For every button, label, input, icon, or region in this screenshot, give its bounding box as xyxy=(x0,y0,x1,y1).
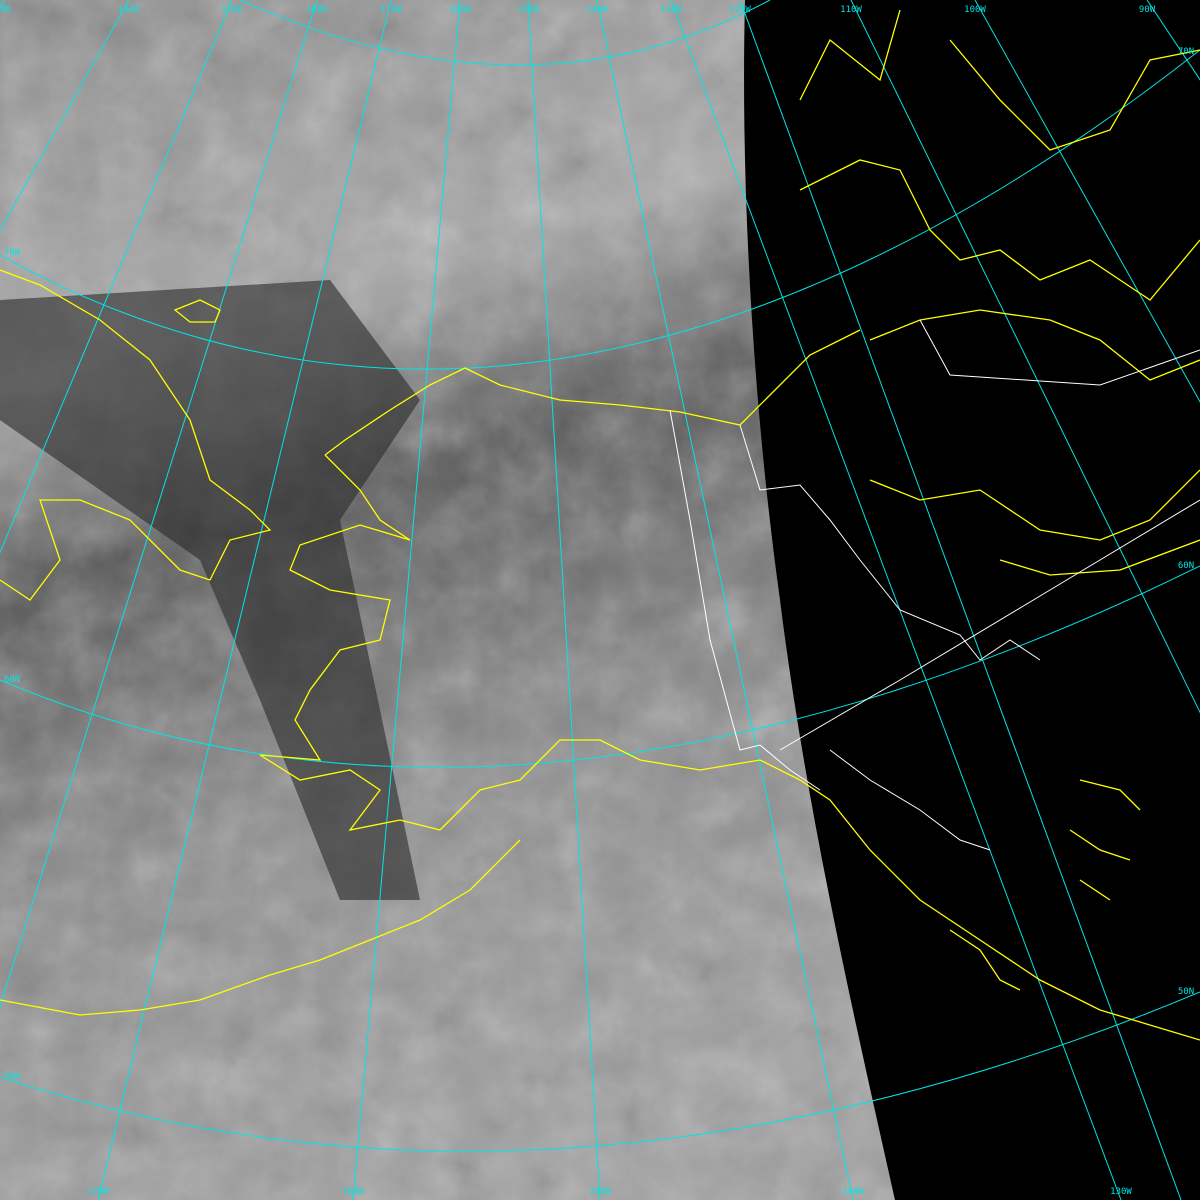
top-longitude-label: 160E xyxy=(118,5,140,15)
bc-alberta-border xyxy=(779,499,1200,751)
bc-coast-border xyxy=(829,749,991,851)
top-longitude-label: 140W xyxy=(586,5,608,15)
meridian-line xyxy=(97,0,392,1200)
parallel-line-70n xyxy=(0,49,1200,370)
top-longitude-label: 120W xyxy=(729,5,751,15)
top-longitude-label: 90W xyxy=(1138,5,1156,15)
meridian-line xyxy=(527,0,601,1200)
bottom-longitude-label: 130W xyxy=(1110,1187,1132,1197)
left-latitude-label: 60N xyxy=(3,675,21,685)
top-longitude-label: 160W xyxy=(449,5,471,15)
bottom-longitude-label: 170W xyxy=(87,1187,109,1197)
meridian-line xyxy=(352,0,461,1200)
alaska-north-coast xyxy=(324,329,861,456)
parallel-line-60n xyxy=(0,565,1200,768)
right-latitude-label: 60N xyxy=(1177,561,1195,571)
right-latitude-label: 70N xyxy=(1177,47,1195,57)
top-longitude-label: 170W xyxy=(380,5,402,15)
top-longitude-label: 130W xyxy=(660,5,682,15)
left-latitude-label: 50N xyxy=(3,1072,21,1082)
political-borders xyxy=(669,319,1200,851)
meridian-line xyxy=(739,0,1182,1200)
yukon-border xyxy=(739,424,1041,661)
top-longitude-label: 110W xyxy=(840,5,862,15)
left-latitude-label: 70N xyxy=(3,248,21,258)
dark-ocean-region xyxy=(0,280,420,900)
parallel-line-50n xyxy=(0,991,1200,1152)
top-longitude-label: 0E xyxy=(0,5,12,15)
top-longitude-label: 150W xyxy=(517,5,539,15)
top-longitude-label: 170E xyxy=(221,5,243,15)
right-latitude-label: 50N xyxy=(1177,987,1195,997)
bottom-longitude-label: 140W xyxy=(842,1187,864,1197)
meridian-line xyxy=(0,0,233,554)
meridian-line xyxy=(670,0,1122,1200)
meridian-line xyxy=(596,0,854,1200)
top-longitude-label: 180E xyxy=(306,5,328,15)
bottom-longitude-label: 160W xyxy=(342,1187,364,1197)
canadian-arctic-islands xyxy=(799,9,1200,301)
territory-border xyxy=(919,319,1200,386)
alaska-canada-border xyxy=(669,409,821,791)
chukotka-coast xyxy=(0,269,272,601)
meridian-line xyxy=(974,0,1200,403)
meridian-line xyxy=(850,0,1200,714)
alaska-peninsula xyxy=(439,739,1200,1041)
st-lawrence-island xyxy=(173,299,221,323)
parallel-line-80n xyxy=(239,0,771,66)
alaska-west-coast xyxy=(259,454,441,831)
hudson-bay-islands xyxy=(949,779,1141,991)
aleutian-islands xyxy=(0,839,521,1016)
meridian-line xyxy=(0,0,130,232)
bottom-longitude-label: 150W xyxy=(589,1187,611,1197)
top-longitude-label: 100W xyxy=(964,5,986,15)
space-region xyxy=(744,0,1200,1200)
